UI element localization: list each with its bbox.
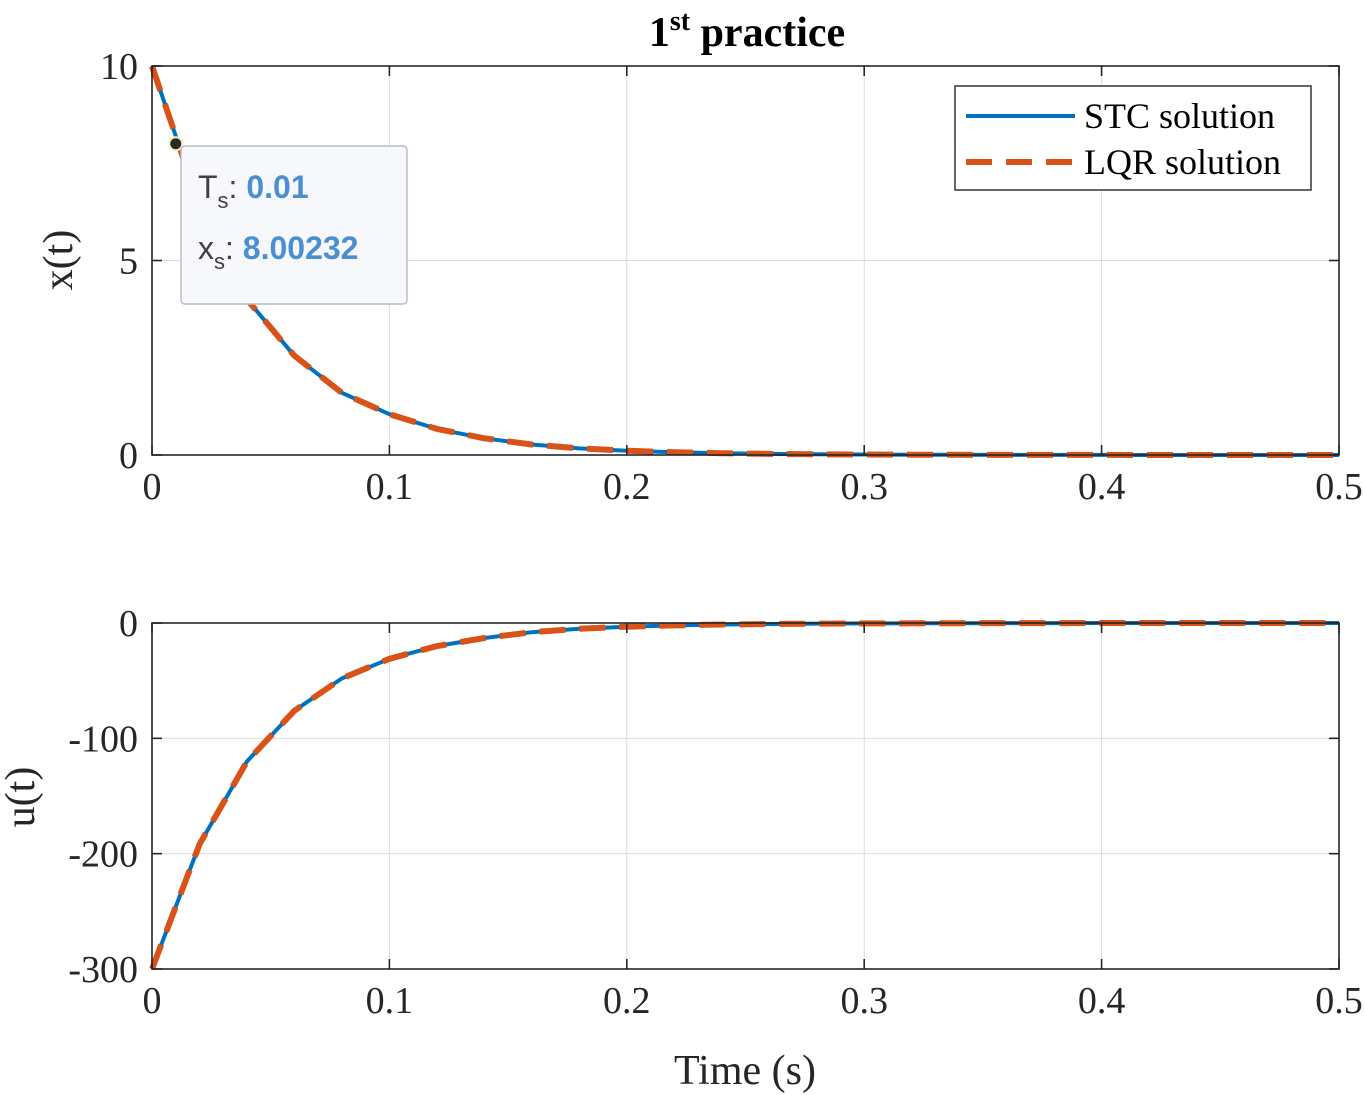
x-tick-label-x: 0.1	[366, 466, 414, 508]
datatip-x-name: T	[198, 169, 218, 205]
datatip[interactable]: Ts: 0.01 xs: 8.00232	[168, 136, 408, 305]
y-tick-label-x: 0	[119, 435, 138, 477]
x-tick-label-u: 0	[143, 980, 162, 1022]
x-tick-label-u: 0.3	[840, 980, 888, 1022]
legend-box	[954, 85, 1312, 191]
y-tick-label-u: -200	[68, 834, 138, 876]
ticks-u	[151, 622, 1340, 970]
x-tick-label-x: 0	[143, 466, 162, 508]
y-tick-label-x: 5	[119, 241, 138, 283]
x-tick-label-x: 0.3	[840, 466, 888, 508]
x-tick-label-u: 0.4	[1078, 980, 1126, 1022]
x-tick-label-x: 0.2	[603, 466, 651, 508]
chart-title-rest: practice	[690, 10, 845, 56]
y-axis-label-x: x(t)	[36, 230, 82, 291]
legend-label-stc: STC solution	[1084, 96, 1275, 136]
datatip-marker[interactable]	[168, 136, 184, 152]
chart-title-main: 1	[649, 10, 670, 56]
subplot-u: 0 0.1 0.2 0.3 0.4 0.5 -300 -200 -100 0 u(t) Time …	[0, 603, 1363, 1094]
datatip-x-value: 0.01	[246, 169, 308, 205]
x-tick-label-u: 0.5	[1315, 980, 1363, 1022]
datatip-x-sub: s	[218, 188, 229, 213]
x-tick-label-x: 0.4	[1078, 466, 1126, 508]
x-tick-label-x: 0.5	[1315, 466, 1363, 508]
subplot-x: 0 0.1 0.2 0.3 0.4 0.5 0 5 10 x(t) STC solution L…	[36, 46, 1363, 508]
x-tick-label-u: 0.1	[366, 980, 414, 1022]
chart-title: 1st practice	[649, 6, 845, 56]
datatip-y-sub: s	[214, 249, 225, 274]
plot-area-u	[152, 623, 1339, 969]
datatip-y-row: xs: 8.00232	[198, 230, 358, 274]
axes-box-u	[151, 622, 1340, 970]
tick-labels-u: 0 0.1 0.2 0.3 0.4 0.5 -300 -200 -100 0	[68, 603, 1362, 1022]
y-tick-label-u: 0	[119, 603, 138, 645]
y-axis-label-u: u(t)	[0, 767, 44, 828]
datatip-y-value: 8.00232	[243, 230, 359, 266]
chart-title-superscript: st	[670, 6, 691, 37]
y-tick-label-u: -300	[68, 949, 138, 991]
ticks-x	[151, 65, 1340, 456]
y-tick-label-x: 10	[100, 46, 138, 88]
datatip-y-name: x	[198, 230, 214, 266]
datatip-box	[180, 145, 408, 305]
x-axis-label: Time (s)	[674, 1048, 816, 1094]
x-tick-label-u: 0.2	[603, 980, 651, 1022]
legend: STC solution LQR solution	[954, 85, 1312, 191]
legend-label-lqr: LQR solution	[1084, 142, 1281, 182]
y-tick-label-u: -100	[68, 718, 138, 760]
grid-u	[152, 623, 1339, 969]
tick-labels-x: 0 0.1 0.2 0.3 0.4 0.5 0 5 10	[100, 46, 1363, 508]
datatip-x-row: Ts: 0.01	[198, 169, 309, 213]
